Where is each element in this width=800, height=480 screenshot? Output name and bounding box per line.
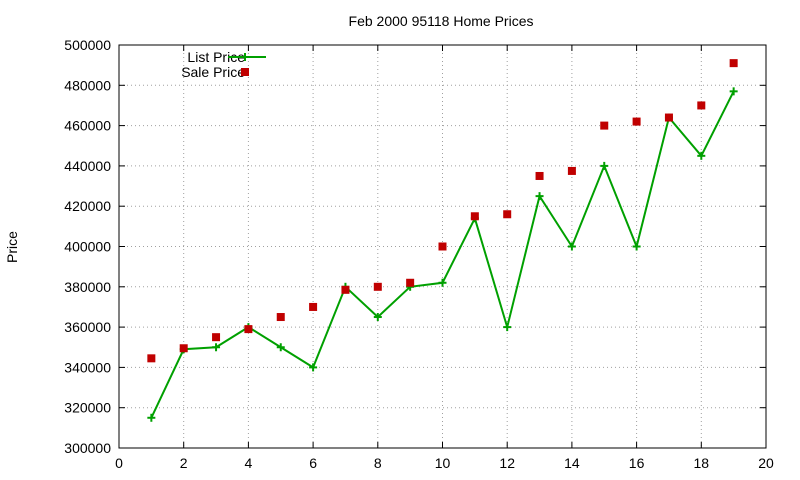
sale-price-point [470, 212, 479, 221]
y-tick-label: 300000 [64, 440, 111, 456]
sale-price-point [503, 210, 512, 219]
sale-price-point [664, 113, 673, 122]
list-price-point [147, 413, 156, 422]
y-tick-label: 420000 [64, 198, 111, 214]
legend-label: List Price [187, 49, 245, 65]
sale-price-point [341, 285, 350, 294]
x-tick-label: 12 [499, 455, 515, 471]
legend-swatch-marker [241, 53, 249, 61]
legend-swatch-marker [241, 68, 249, 76]
x-tick-label: 14 [564, 455, 580, 471]
sale-price-point [535, 171, 544, 180]
list-price-point [276, 343, 285, 352]
x-tick-label: 4 [245, 455, 253, 471]
x-tick-label: 8 [374, 455, 382, 471]
y-tick-label: 440000 [64, 158, 111, 174]
sale-price-point [438, 242, 447, 251]
series-sale-price [147, 59, 738, 363]
list-price-point [697, 151, 706, 160]
legend-label: Sale Price [181, 64, 245, 80]
sale-price-point [600, 121, 609, 130]
y-tick-label: 500000 [64, 37, 111, 53]
x-tick-label: 2 [180, 455, 188, 471]
y-tick-label: 400000 [64, 239, 111, 255]
chart-title: Feb 2000 95118 Home Prices [349, 13, 534, 29]
sale-price-point [406, 278, 415, 287]
x-tick-label: 20 [758, 455, 774, 471]
sale-price-point [179, 344, 188, 353]
list-price-point [729, 87, 738, 96]
x-tick-label: 6 [309, 455, 317, 471]
x-tick-label: 16 [629, 455, 645, 471]
sale-price-point [147, 354, 156, 363]
list-price-line [150, 90, 735, 419]
list-price-point [503, 323, 512, 332]
list-price-point [632, 242, 641, 251]
y-axis: 300000 320000 340000 360000 380000 400000 4200… [64, 37, 766, 456]
sale-price-point [729, 59, 738, 68]
list-price-point [309, 363, 318, 372]
list-price-point [212, 343, 221, 352]
y-tick-label: 360000 [64, 319, 111, 335]
sale-price-point [632, 117, 641, 126]
y-tick-label: 340000 [64, 359, 111, 375]
sale-price-point [309, 302, 318, 311]
sale-price-point [244, 325, 253, 334]
x-tick-label: 0 [115, 455, 123, 471]
y-tick-label: 380000 [64, 279, 111, 295]
y-tick-label: 320000 [64, 400, 111, 416]
list-price-point [567, 242, 576, 251]
x-axis: 0 2 4 6 8 10 12 14 16 18 20 [115, 45, 774, 471]
sale-price-point [697, 101, 706, 110]
list-price-point [438, 278, 447, 287]
list-price-point [600, 161, 609, 170]
list-price-point [373, 313, 382, 322]
y-axis-label: Price [4, 231, 20, 263]
y-tick-label: 480000 [64, 77, 111, 93]
series-layer [147, 59, 738, 422]
sale-price-point [276, 313, 285, 322]
list-price-point [535, 192, 544, 201]
sale-price-point [567, 166, 576, 175]
x-tick-label: 18 [694, 455, 710, 471]
x-tick-label: 10 [435, 455, 451, 471]
y-tick-label: 460000 [64, 118, 111, 134]
sale-price-point [212, 333, 221, 342]
sale-price-point [373, 282, 382, 291]
